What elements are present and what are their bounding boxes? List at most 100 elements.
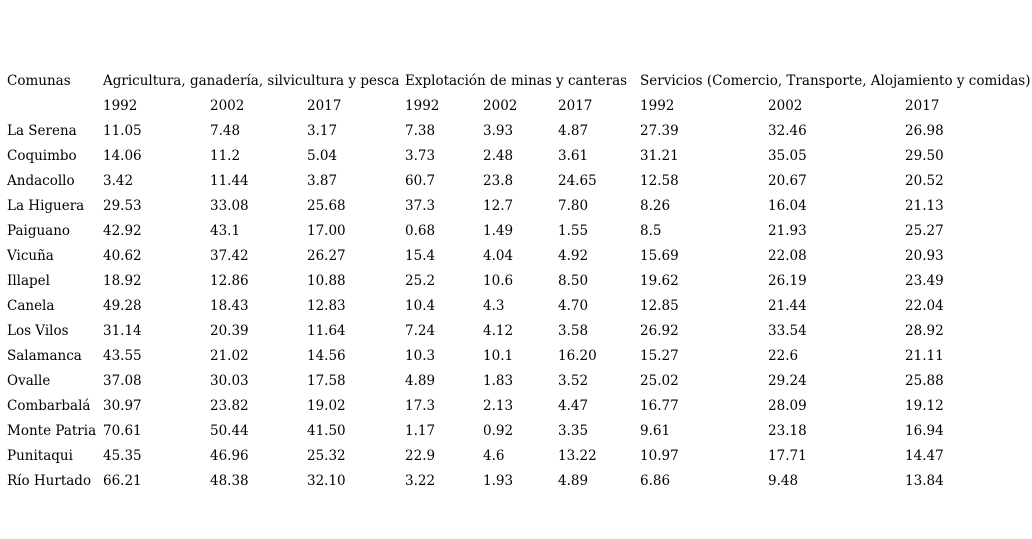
value-cell: 12.85 xyxy=(640,297,679,314)
value-cell: 70.61 xyxy=(103,422,142,439)
comuna-cell: La Higuera xyxy=(7,197,85,214)
value-cell: 5.04 xyxy=(307,147,338,164)
value-cell: 29.24 xyxy=(768,372,807,389)
value-cell: 40.62 xyxy=(103,247,142,264)
value-cell: 18.92 xyxy=(103,272,142,289)
comuna-cell: Monte Patria xyxy=(7,422,97,439)
group-header-row: Comunas Agricultura, ganadería, silvicul… xyxy=(0,68,1032,93)
value-cell: 25.02 xyxy=(640,372,679,389)
value-cell: 1.93 xyxy=(483,472,514,489)
value-cell: 3.42 xyxy=(103,172,134,189)
year-header: 1992 xyxy=(103,97,138,114)
value-cell: 12.83 xyxy=(307,297,346,314)
value-cell: 25.68 xyxy=(307,197,346,214)
comuna-cell: Illapel xyxy=(7,272,50,289)
value-cell: 26.27 xyxy=(307,247,346,264)
value-cell: 12.58 xyxy=(640,172,679,189)
table-row: Paiguano 42.92 43.1 17.00 0.68 1.49 1.55 8.5 21.… xyxy=(0,218,1032,243)
value-cell: 35.05 xyxy=(768,147,807,164)
value-cell: 20.93 xyxy=(905,247,944,264)
comuna-cell: La Serena xyxy=(7,122,77,139)
value-cell: 27.39 xyxy=(640,122,679,139)
comuna-cell: Punitaqui xyxy=(7,447,73,464)
value-cell: 3.52 xyxy=(558,372,589,389)
value-cell: 14.06 xyxy=(103,147,142,164)
value-cell: 14.47 xyxy=(905,447,944,464)
value-cell: 3.22 xyxy=(405,472,436,489)
comuna-cell: Paiguano xyxy=(7,222,71,239)
value-cell: 7.24 xyxy=(405,322,436,339)
value-cell: 26.19 xyxy=(768,272,807,289)
value-cell: 22.9 xyxy=(405,447,436,464)
value-cell: 3.73 xyxy=(405,147,436,164)
year-header: 1992 xyxy=(640,97,675,114)
value-cell: 4.89 xyxy=(405,372,436,389)
value-cell: 26.92 xyxy=(640,322,679,339)
value-cell: 12.7 xyxy=(483,197,514,214)
value-cell: 19.62 xyxy=(640,272,679,289)
value-cell: 14.56 xyxy=(307,347,346,364)
value-cell: 23.49 xyxy=(905,272,944,289)
value-cell: 22.08 xyxy=(768,247,807,264)
value-cell: 37.3 xyxy=(405,197,436,214)
table-row: Río Hurtado 66.21 48.38 32.10 3.22 1.93 4.89 6.… xyxy=(0,468,1032,493)
comunas-header: Comunas xyxy=(7,72,71,89)
table-row: La Serena 11.05 7.48 3.17 7.38 3.93 4.87 27.39 3… xyxy=(0,118,1032,143)
comuna-cell: Ovalle xyxy=(7,372,51,389)
value-cell: 4.92 xyxy=(558,247,589,264)
table-body: La Serena 11.05 7.48 3.17 7.38 3.93 4.87 27.39 3… xyxy=(0,118,1032,493)
table-row: Coquimbo 14.06 11.2 5.04 3.73 2.48 3.61 31.21 35… xyxy=(0,143,1032,168)
value-cell: 23.8 xyxy=(483,172,514,189)
value-cell: 28.09 xyxy=(768,397,807,414)
value-cell: 19.12 xyxy=(905,397,944,414)
value-cell: 37.42 xyxy=(210,247,249,264)
value-cell: 4.6 xyxy=(483,447,505,464)
empty-corner-cell xyxy=(0,93,103,118)
value-cell: 30.03 xyxy=(210,372,249,389)
value-cell: 31.21 xyxy=(640,147,679,164)
page-content: Comunas Agricultura, ganadería, silvicul… xyxy=(0,68,1032,493)
value-cell: 16.20 xyxy=(558,347,597,364)
value-cell: 32.46 xyxy=(768,122,807,139)
value-cell: 21.11 xyxy=(905,347,944,364)
value-cell: 4.47 xyxy=(558,397,589,414)
group-header-minas: Explotación de minas y canteras xyxy=(405,72,628,89)
value-cell: 17.3 xyxy=(405,397,436,414)
value-cell: 3.17 xyxy=(307,122,338,139)
value-cell: 13.84 xyxy=(905,472,944,489)
year-header: 2017 xyxy=(307,97,342,114)
value-cell: 10.6 xyxy=(483,272,514,289)
value-cell: 4.3 xyxy=(483,297,505,314)
value-cell: 3.61 xyxy=(558,147,589,164)
value-cell: 20.52 xyxy=(905,172,944,189)
year-header: 2002 xyxy=(210,97,245,114)
value-cell: 3.87 xyxy=(307,172,338,189)
value-cell: 3.35 xyxy=(558,422,589,439)
value-cell: 20.67 xyxy=(768,172,807,189)
value-cell: 4.89 xyxy=(558,472,589,489)
value-cell: 25.32 xyxy=(307,447,346,464)
comuna-cell: Combarbalá xyxy=(7,397,91,414)
table-row: Vicuña 40.62 37.42 26.27 15.4 4.04 4.92 15.69 22… xyxy=(0,243,1032,268)
comuna-cell: Coquimbo xyxy=(7,147,77,164)
value-cell: 1.49 xyxy=(483,222,514,239)
value-cell: 0.68 xyxy=(405,222,436,239)
comuna-cell: Canela xyxy=(7,297,55,314)
value-cell: 26.98 xyxy=(905,122,944,139)
value-cell: 16.94 xyxy=(905,422,944,439)
value-cell: 17.71 xyxy=(768,447,807,464)
value-cell: 9.48 xyxy=(768,472,799,489)
table-row: Salamanca 43.55 21.02 14.56 10.3 10.1 16.20 15.… xyxy=(0,343,1032,368)
table-row: Ovalle 37.08 30.03 17.58 4.89 1.83 3.52 25.02 29… xyxy=(0,368,1032,393)
comuna-cell: Vicuña xyxy=(7,247,54,264)
value-cell: 15.27 xyxy=(640,347,679,364)
value-cell: 8.5 xyxy=(640,222,662,239)
value-cell: 0.92 xyxy=(483,422,514,439)
value-cell: 7.48 xyxy=(210,122,241,139)
value-cell: 1.55 xyxy=(558,222,589,239)
value-cell: 1.17 xyxy=(405,422,436,439)
year-header: 1992 xyxy=(405,97,440,114)
value-cell: 29.53 xyxy=(103,197,142,214)
comuna-cell: Andacollo xyxy=(7,172,75,189)
value-cell: 7.80 xyxy=(558,197,589,214)
